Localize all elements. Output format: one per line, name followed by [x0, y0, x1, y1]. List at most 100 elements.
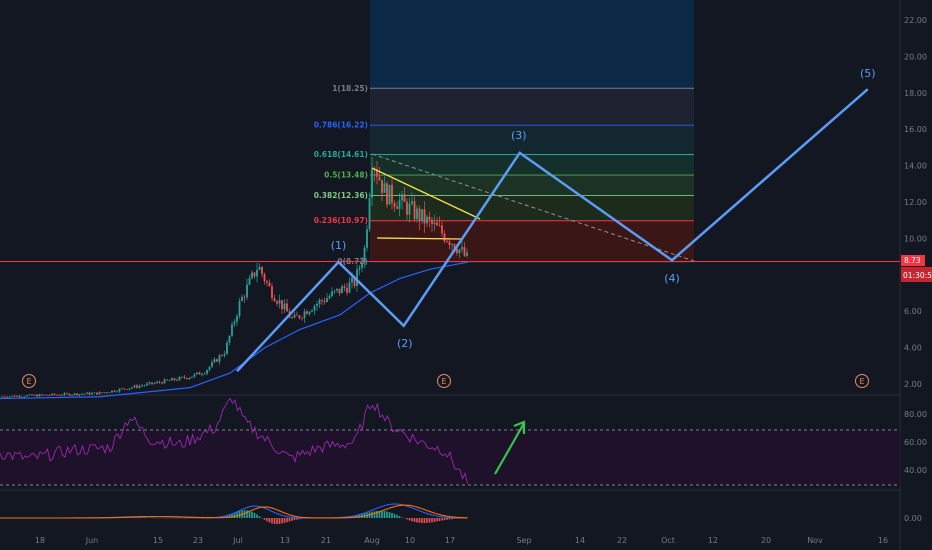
candle-body: [383, 183, 386, 193]
macd-histogram-bar: [376, 510, 378, 518]
candle-body: [458, 249, 461, 254]
earnings-marker-label: E: [441, 377, 446, 386]
macd-histogram-bar: [193, 518, 196, 519]
candle-body: [33, 394, 36, 396]
macd-histogram-bar: [258, 516, 261, 518]
candle-body: [291, 317, 293, 319]
macd-histogram-bar: [446, 518, 448, 520]
fib-level-label: 0.5(13.48): [324, 171, 368, 180]
candle-body: [341, 286, 343, 294]
earnings-marker[interactable]: [437, 374, 451, 388]
macd-histogram-bar: [231, 513, 233, 518]
macd-histogram-bar: [173, 518, 176, 519]
macd-histogram-bar: [171, 518, 173, 519]
macd-histogram-bar: [251, 511, 253, 518]
candle-body: [31, 394, 33, 396]
fib-band-3: [370, 155, 694, 175]
candle-body: [123, 388, 126, 390]
time-axis[interactable]: 18 Jun 15 23 Jul 13 21 Aug 10 17 Sep 14 22 Oct 12 20 Nov…: [35, 536, 888, 545]
candle-body: [206, 370, 208, 374]
time-tick-label: Sep: [516, 536, 531, 545]
candle-body: [313, 305, 316, 311]
earnings-marker[interactable]: [855, 374, 869, 388]
rsi-tick-label: 60.00: [904, 438, 927, 447]
candle-body: [148, 382, 151, 384]
candle-body: [261, 266, 263, 275]
candle-body: [226, 342, 228, 354]
candle-body: [358, 267, 361, 270]
candle-body: [401, 194, 403, 201]
elliott-wave-drawing[interactable]: (1) (2) (3) (4) (5): [236, 67, 876, 373]
fib-retracement-drawing[interactable]: 1(18.25) 0.786(16.22) 0.618(14.61) 0.5(13.4…: [314, 0, 694, 266]
candle-body: [348, 282, 351, 293]
dashed-trend-line[interactable]: [371, 153, 695, 262]
macd-histogram-bar: [378, 510, 381, 518]
candle-body: [41, 394, 43, 396]
candle-body: [133, 385, 136, 388]
candle-body: [461, 247, 463, 250]
time-tick-label: 13: [280, 536, 290, 545]
rsi-axis[interactable]: 80.00 60.00 40.00: [904, 410, 927, 475]
candle-body: [78, 393, 81, 396]
macd-histogram-bar: [228, 514, 231, 518]
macd-histogram-bar: [436, 518, 438, 522]
candle-body: [386, 183, 388, 205]
bullish-arrow[interactable]: [494, 420, 526, 475]
macd-histogram-bar: [201, 518, 203, 519]
bar-countdown-label: 01:30:57: [903, 271, 932, 280]
macd-histogram-bar: [286, 518, 288, 523]
macd-histogram-bar: [143, 517, 146, 519]
time-tick-label: Nov: [807, 536, 823, 545]
candle-body: [96, 392, 98, 395]
macd-histogram-bar: [163, 518, 166, 519]
candle-body: [278, 300, 281, 304]
macd-axis[interactable]: 0.00: [904, 514, 922, 523]
time-tick-label: 15: [153, 536, 163, 545]
price-tick-label: 12.00: [904, 198, 927, 207]
candle-body: [188, 377, 191, 379]
candle-body: [6, 397, 8, 398]
fib-level-label: 0.236(10.97): [314, 216, 368, 225]
candle-body: [298, 315, 301, 318]
macd-histogram-bar: [283, 518, 286, 523]
macd-histogram-bar: [186, 518, 188, 519]
price-tick-label: 10.00: [904, 234, 927, 243]
candle-body: [223, 353, 226, 356]
candle-body: [233, 321, 236, 325]
macd-histogram-bar: [176, 518, 178, 519]
rsi-line: [0, 397, 468, 484]
candle-body: [53, 393, 56, 395]
candle-body: [331, 291, 333, 297]
macd-histogram-bar: [233, 512, 236, 518]
candle-body: [393, 203, 396, 207]
candle-body: [281, 300, 283, 310]
candle-body: [406, 201, 408, 215]
candle-body: [338, 288, 341, 294]
candle-body: [251, 272, 253, 279]
candle-body: [28, 394, 31, 396]
candle-body: [61, 395, 63, 396]
candle-body: [93, 392, 96, 394]
triangle-lower-line: [376, 237, 463, 240]
time-tick-label: 23: [193, 536, 203, 545]
time-tick-label: 12: [708, 536, 718, 545]
macd-histogram-bar: [298, 518, 301, 520]
fib-level-label: 0.618(14.61): [314, 150, 368, 159]
rsi-band-background: [0, 430, 900, 485]
wave-label: (4): [664, 272, 680, 285]
triangle-pattern-drawing[interactable]: [371, 167, 481, 240]
macd-histogram-bar: [178, 518, 181, 519]
earnings-marker[interactable]: [22, 374, 36, 388]
candle-body: [303, 311, 306, 319]
candle-body: [378, 176, 381, 180]
candle-body: [191, 376, 193, 378]
candle-body: [118, 388, 121, 392]
time-tick-label: 16: [878, 536, 888, 545]
candle-body: [126, 389, 128, 390]
candle-body: [131, 387, 133, 389]
moving-average-line: [0, 261, 469, 400]
candle-body: [136, 385, 138, 388]
candle-body: [43, 394, 46, 396]
